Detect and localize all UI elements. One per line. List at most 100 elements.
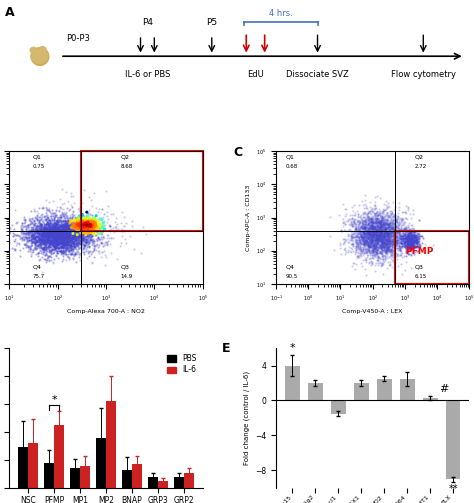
- Point: [384, 228, 392, 236]
- Point: [360, 234, 367, 242]
- Point: [373, 231, 381, 239]
- Point: [337, 244, 344, 252]
- Point: [377, 216, 385, 224]
- Point: [365, 231, 373, 239]
- Point: [370, 247, 377, 255]
- Point: [411, 233, 419, 241]
- Point: [361, 265, 369, 273]
- Point: [82, 224, 90, 232]
- Point: [53, 238, 61, 246]
- Point: [36, 240, 44, 248]
- Point: [34, 216, 41, 224]
- Point: [379, 235, 387, 243]
- Point: [379, 226, 387, 234]
- Point: [57, 233, 65, 241]
- Point: [389, 227, 397, 235]
- Point: [30, 235, 37, 243]
- Point: [29, 230, 36, 238]
- Point: [13, 238, 21, 246]
- Point: [365, 223, 373, 231]
- Point: [87, 221, 94, 229]
- Point: [57, 230, 64, 238]
- Point: [399, 232, 407, 240]
- Point: [75, 238, 82, 246]
- Point: [40, 229, 47, 237]
- Point: [365, 233, 372, 241]
- Point: [399, 242, 406, 250]
- Point: [376, 230, 383, 238]
- Point: [27, 244, 34, 252]
- Point: [79, 219, 87, 227]
- Point: [49, 240, 56, 248]
- Point: [45, 226, 53, 234]
- Point: [357, 232, 365, 240]
- Point: [384, 240, 392, 248]
- Point: [405, 219, 412, 227]
- Point: [66, 214, 74, 222]
- Point: [89, 229, 97, 237]
- Point: [390, 211, 398, 219]
- Point: [384, 247, 392, 255]
- Point: [85, 237, 92, 245]
- Point: [61, 222, 69, 230]
- Point: [59, 227, 66, 235]
- Point: [378, 261, 386, 269]
- Point: [354, 210, 362, 218]
- Point: [50, 226, 58, 234]
- Point: [68, 228, 76, 236]
- Point: [376, 219, 384, 227]
- Point: [356, 230, 364, 238]
- Point: [386, 226, 394, 234]
- Point: [68, 230, 75, 238]
- Point: [411, 233, 419, 241]
- Point: [383, 218, 391, 226]
- Point: [72, 214, 80, 222]
- Point: [29, 220, 37, 228]
- Point: [27, 247, 34, 255]
- Point: [370, 230, 377, 238]
- Point: [48, 229, 55, 237]
- Point: [67, 236, 74, 244]
- Point: [356, 223, 364, 231]
- Point: [57, 229, 65, 237]
- Point: [374, 243, 382, 251]
- Point: [355, 230, 362, 238]
- Point: [53, 220, 60, 228]
- Point: [48, 224, 56, 232]
- Point: [36, 227, 43, 235]
- Point: [57, 247, 64, 255]
- Point: [405, 233, 412, 241]
- Point: [382, 234, 390, 242]
- Point: [407, 243, 414, 251]
- Point: [73, 216, 81, 224]
- Point: [353, 217, 361, 225]
- Point: [44, 206, 52, 214]
- Point: [376, 232, 384, 240]
- Point: [377, 228, 385, 236]
- Point: [368, 230, 376, 238]
- Point: [58, 221, 65, 229]
- Point: [82, 229, 90, 237]
- Point: [358, 237, 365, 245]
- Point: [340, 200, 347, 208]
- Point: [69, 229, 76, 237]
- Point: [360, 240, 368, 248]
- Point: [85, 228, 93, 236]
- Point: [342, 209, 350, 217]
- Point: [372, 247, 379, 256]
- Point: [388, 233, 395, 241]
- Point: [64, 243, 72, 251]
- Point: [374, 224, 382, 232]
- Point: [52, 221, 59, 229]
- Point: [365, 226, 373, 234]
- Point: [339, 222, 347, 230]
- Point: [389, 226, 397, 234]
- Point: [365, 220, 372, 228]
- Point: [383, 245, 391, 254]
- Point: [408, 235, 415, 243]
- Point: [360, 241, 368, 249]
- Point: [366, 237, 374, 245]
- Point: [364, 234, 372, 242]
- Point: [42, 225, 49, 233]
- Point: [360, 233, 368, 241]
